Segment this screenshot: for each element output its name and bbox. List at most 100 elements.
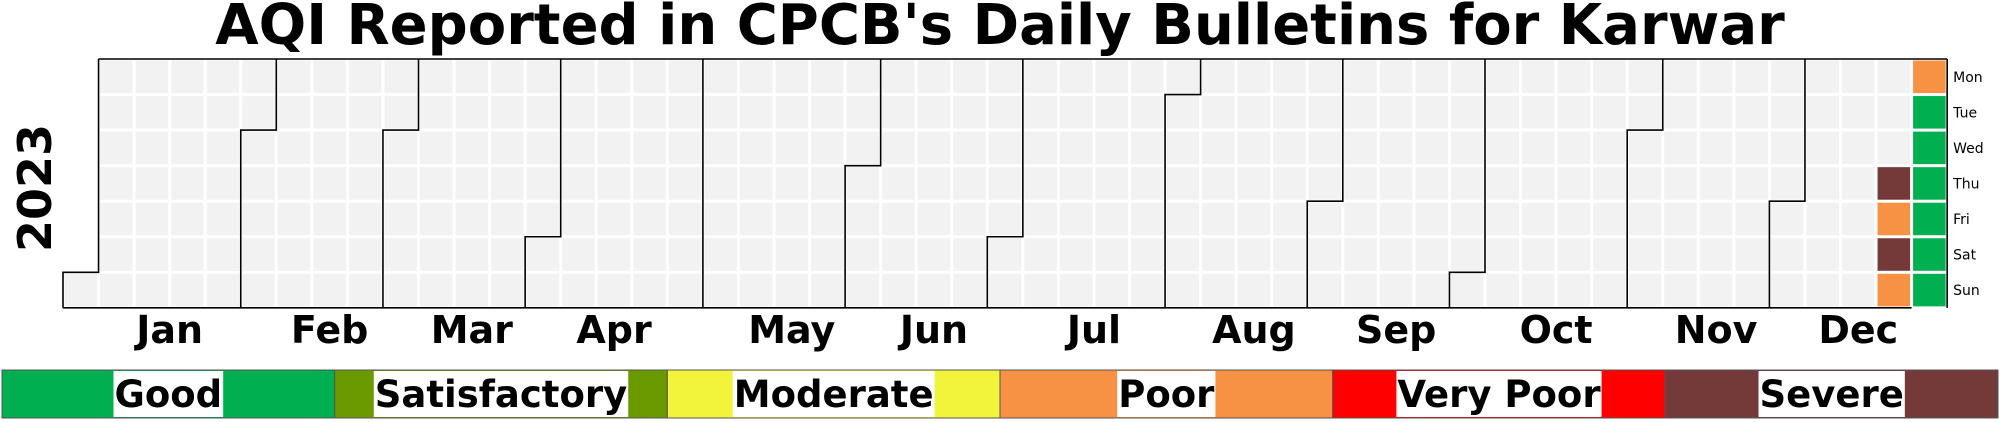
day-cell-empty xyxy=(1131,238,1164,271)
day-cell-empty xyxy=(1486,238,1520,271)
day-cell-empty xyxy=(100,273,133,307)
day-cell-empty xyxy=(988,167,1022,200)
day-cell-empty xyxy=(491,60,524,94)
day-cell-empty xyxy=(1273,96,1306,129)
day-cell-empty xyxy=(811,202,844,236)
day-cell-empty xyxy=(1877,60,1911,94)
day-cell-empty xyxy=(1131,202,1164,236)
day-cell-empty xyxy=(526,167,560,200)
day-cell-empty xyxy=(1842,273,1875,307)
day-cell-empty xyxy=(668,167,702,200)
day-cell-empty xyxy=(206,96,240,129)
day-cell-empty xyxy=(1522,273,1555,307)
day-cell-empty xyxy=(1095,202,1128,236)
day-cell-empty xyxy=(1842,238,1875,271)
month-label-jan: Jan xyxy=(133,308,203,352)
day-cell-empty xyxy=(1202,202,1235,236)
day-cell-empty xyxy=(1166,167,1200,200)
day-cell-empty xyxy=(1699,131,1733,165)
day-cell-empty xyxy=(1628,273,1662,307)
day-cell-empty xyxy=(420,238,453,271)
day-cell-empty xyxy=(1415,202,1448,236)
day-cell-2023-12-24 xyxy=(1877,273,1911,307)
day-cell-empty xyxy=(455,131,489,165)
day-cell-empty xyxy=(277,131,311,165)
day-cell-empty xyxy=(1308,60,1342,94)
day-cell-empty xyxy=(1557,167,1591,200)
day-cell-empty xyxy=(668,60,702,94)
day-cell-empty xyxy=(242,273,275,307)
day-cell-empty xyxy=(882,167,915,200)
month-boundary-1 xyxy=(62,59,100,308)
day-cell-empty xyxy=(917,96,951,129)
day-cell-empty xyxy=(206,273,240,307)
day-cell-empty xyxy=(1450,238,1484,271)
day-cell-empty xyxy=(917,167,951,200)
day-cell-empty xyxy=(1237,131,1271,165)
day-cell-empty xyxy=(526,96,560,129)
day-cell-empty xyxy=(1770,96,1804,129)
day-cell-empty xyxy=(1095,131,1128,165)
day-cell-empty xyxy=(1131,131,1164,165)
day-cell-empty xyxy=(1450,60,1484,94)
calendar-cells xyxy=(64,60,1946,307)
day-cell-empty xyxy=(917,60,951,94)
day-cell-empty xyxy=(491,131,524,165)
day-cell-empty xyxy=(1735,167,1768,200)
day-cell-empty xyxy=(1059,273,1093,307)
day-cell-empty xyxy=(1344,96,1377,129)
day-cell-empty xyxy=(1379,60,1413,94)
day-cell-empty xyxy=(1522,167,1555,200)
day-cell-empty xyxy=(811,60,844,94)
day-cell-empty xyxy=(633,202,666,236)
day-cell-empty xyxy=(313,96,346,129)
day-cell-empty xyxy=(100,238,133,271)
day-cell-empty xyxy=(348,96,382,129)
day-cell-empty xyxy=(953,96,986,129)
day-cell-empty xyxy=(775,202,809,236)
day-cell-empty xyxy=(1628,60,1662,94)
legend-label-background xyxy=(732,371,935,417)
day-cell-empty xyxy=(1095,273,1128,307)
day-cell-empty xyxy=(668,238,702,271)
day-cell-empty xyxy=(597,273,631,307)
day-cell-empty xyxy=(277,96,311,129)
day-cell-empty xyxy=(1059,131,1093,165)
day-cell-empty xyxy=(1699,238,1733,271)
weekday-labels: Mon Tue Wed Thu Fri Sat Sun xyxy=(1952,70,1984,299)
day-cell-empty xyxy=(1202,238,1235,271)
day-cell-empty xyxy=(1735,96,1768,129)
day-cell-empty xyxy=(1308,273,1342,307)
day-cell-empty xyxy=(597,202,631,236)
day-cell-empty xyxy=(1166,238,1200,271)
day-cell-empty xyxy=(739,202,773,236)
day-cell-empty xyxy=(526,60,560,94)
day-cell-empty xyxy=(206,131,240,165)
day-cell-empty xyxy=(562,167,595,200)
day-cell-empty xyxy=(384,167,417,200)
day-cell-2023-12-28 xyxy=(1913,167,1946,200)
legend-label-good: Good xyxy=(114,373,222,416)
day-cell-empty xyxy=(882,60,915,94)
day-cell-empty xyxy=(1308,202,1342,236)
day-cell-empty xyxy=(1735,60,1768,94)
day-cell-empty xyxy=(455,202,489,236)
day-cell-empty xyxy=(313,202,346,236)
day-cell-empty xyxy=(171,202,204,236)
day-cell-empty xyxy=(1344,238,1377,271)
day-cell-empty xyxy=(1273,238,1306,271)
year-label: 2023 xyxy=(8,124,62,252)
day-cell-empty xyxy=(775,167,809,200)
day-cell-empty xyxy=(739,238,773,271)
day-cell-empty xyxy=(1308,167,1342,200)
day-cell-empty xyxy=(171,131,204,165)
day-cell-empty xyxy=(1842,96,1875,129)
day-cell-empty xyxy=(1450,202,1484,236)
day-cell-empty xyxy=(384,273,417,307)
day-cell-empty xyxy=(1450,131,1484,165)
day-cell-empty xyxy=(348,202,382,236)
day-cell-empty xyxy=(562,238,595,271)
day-cell-empty xyxy=(1735,273,1768,307)
day-cell-empty xyxy=(1486,96,1520,129)
month-label-aug: Aug xyxy=(1212,308,1296,352)
